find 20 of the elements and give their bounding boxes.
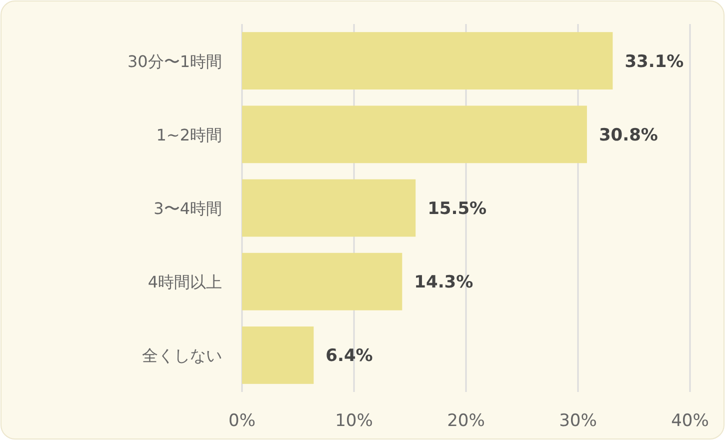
bar (242, 106, 587, 164)
x-tick-label: 10% (335, 411, 373, 431)
data-label: 30.8% (598, 125, 658, 146)
data-label: 6.4% (326, 346, 373, 366)
data-label: 15.5% (428, 199, 487, 219)
y-tick-label: 4時間以上 (148, 272, 222, 292)
bar (242, 252, 402, 310)
y-tick-label: 1~2時間 (156, 125, 222, 144)
x-tick-label: 40% (671, 411, 709, 431)
data-label: 14.3% (414, 272, 474, 293)
data-label: 33.1% (624, 52, 684, 72)
bar (242, 32, 613, 90)
bar (242, 179, 416, 237)
x-tick-label: 0% (228, 411, 256, 431)
y-tick-label: 3〜4時間 (154, 199, 222, 218)
x-tick-label: 20% (447, 411, 485, 431)
y-tick-label: 30分〜1時間 (127, 52, 222, 71)
y-tick-label: 全くしない (142, 346, 222, 366)
bar (242, 326, 314, 384)
x-tick-label: 30% (559, 411, 597, 431)
